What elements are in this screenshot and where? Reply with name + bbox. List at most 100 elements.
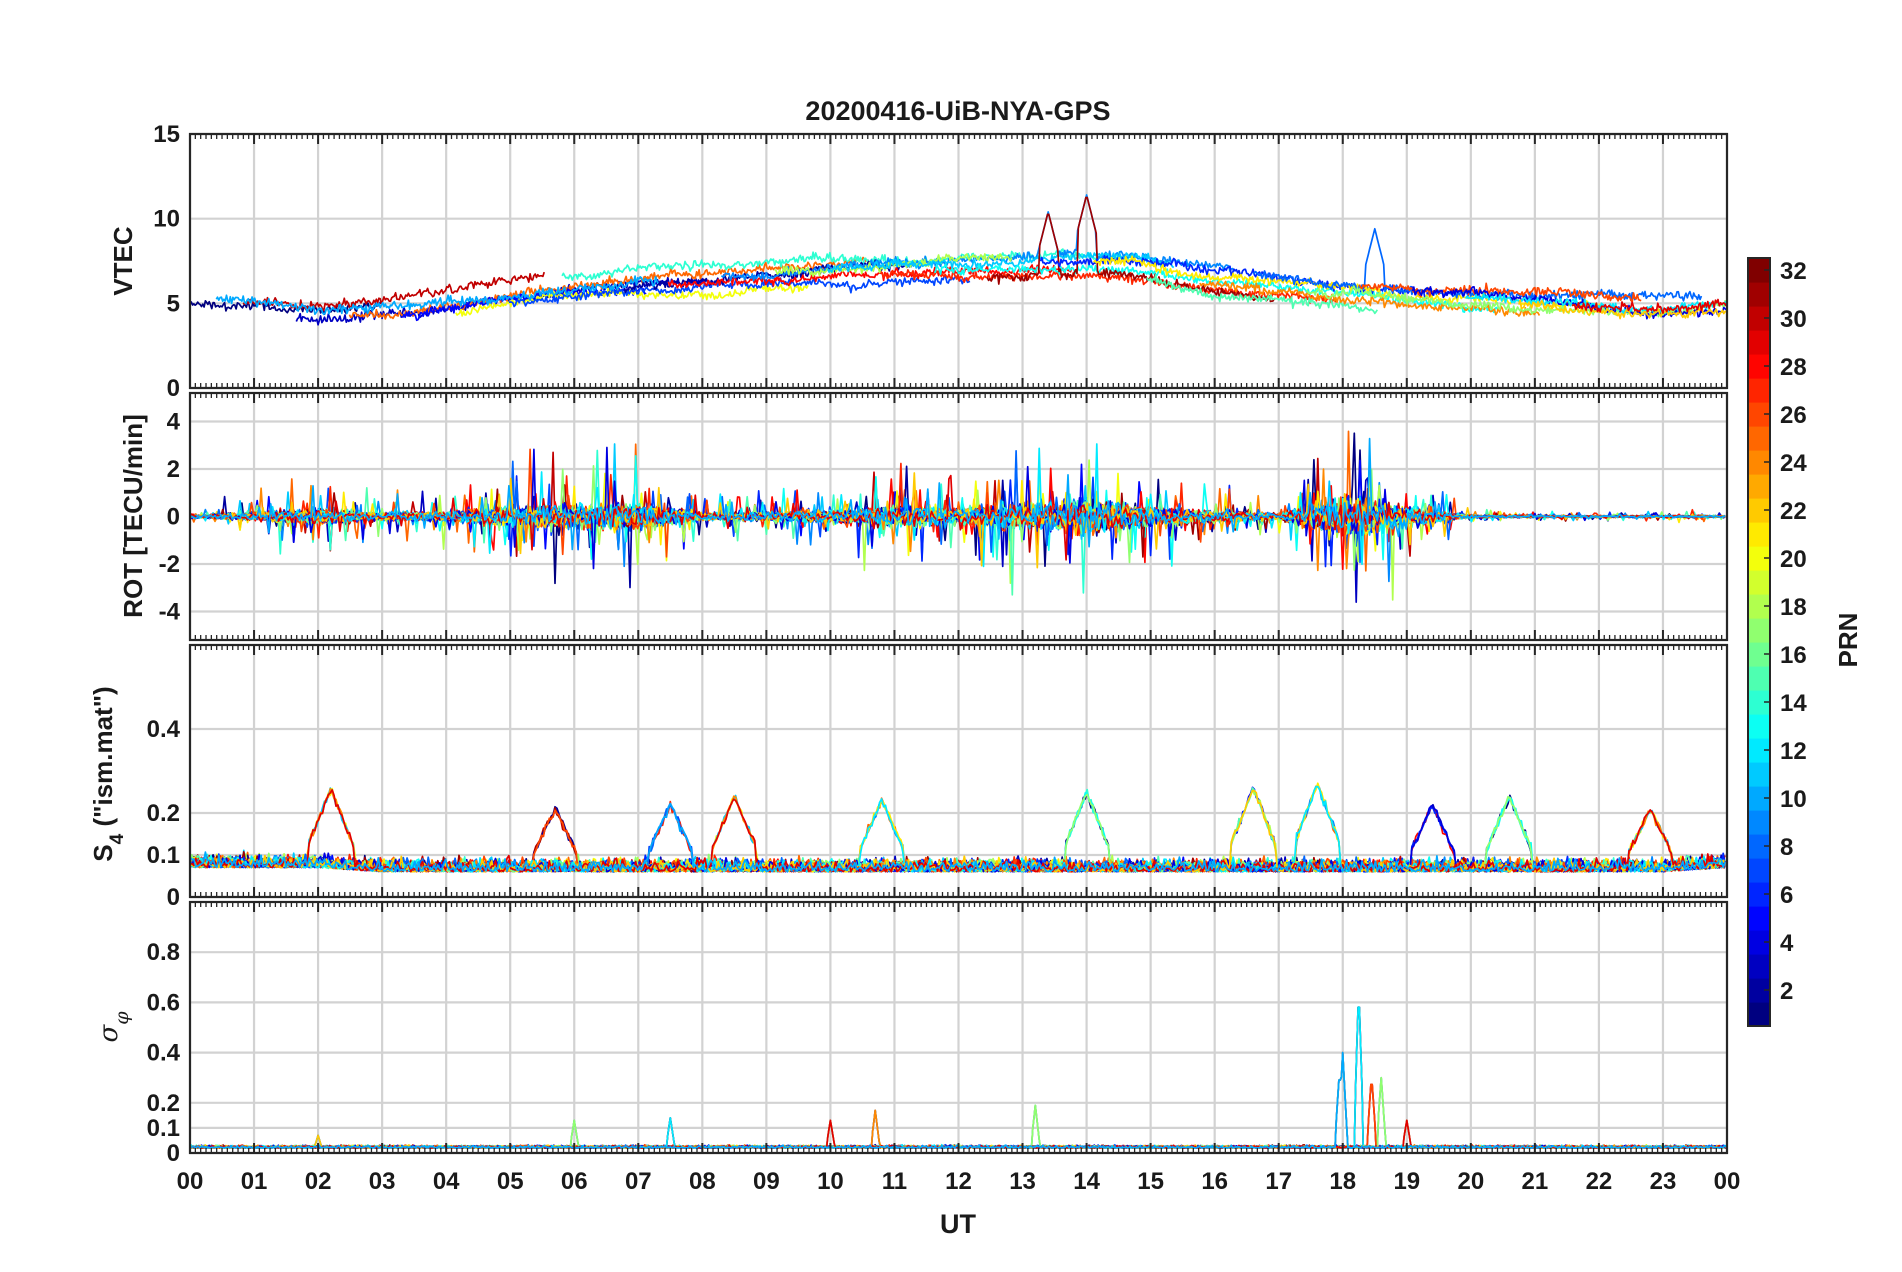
colorbar-frame [1747,257,1771,1027]
x-tick-label: 00 [1714,1168,1741,1195]
series-line-prn-10 [215,275,659,316]
colorbar-swatch [1748,450,1770,475]
colorbar-swatch [1748,306,1770,331]
colorbar-tick-label: 18 [1780,594,1807,621]
x-tick-label: 05 [497,1168,524,1195]
x-tick-label: 12 [945,1168,972,1195]
colorbar-swatch [1748,978,1770,1003]
colorbar-swatch [1748,858,1770,883]
colorbar-swatch [1748,954,1770,979]
colorbar-tick-label: 28 [1780,354,1807,381]
x-tick-label: 19 [1393,1168,1420,1195]
colorbar-swatch [1748,810,1770,835]
x-tick-label: 00 [177,1168,204,1195]
colorbar-swatch [1748,834,1770,859]
colorbar-swatch [1748,738,1770,763]
colorbar-swatch [1748,330,1770,355]
chart-title: 20200416-UiB-NYA-GPS [805,96,1110,126]
colorbar-swatch [1748,474,1770,499]
colorbar-tick-label: 10 [1780,786,1807,813]
series-line-prn-30 [242,271,546,312]
colorbar-tick-label: 16 [1780,642,1807,669]
colorbar-swatch [1748,354,1770,379]
colorbar-swatch [1748,258,1770,283]
y-tick-label: 4 [167,409,181,436]
series-line-prn-22 [1518,299,1727,320]
x-tick-label: 14 [1073,1168,1100,1195]
y-tick-label: 5 [167,290,180,317]
y-tick-label: 2 [167,456,180,483]
colorbar-swatch [1748,690,1770,715]
panel-vtec: 0 5 10 15 [153,121,1729,402]
colorbar-tick-label: 20 [1780,546,1807,573]
series-line-prn-10 [190,802,1726,873]
y-tick-label: 10 [153,206,180,233]
colorbar-tick-label: 12 [1780,738,1807,765]
y-tick-label: 0 [167,884,180,911]
colorbar-swatch [1748,618,1770,643]
x-tick-label: 15 [1137,1168,1164,1195]
x-tick-label: 07 [625,1168,652,1195]
colorbar-swatch [1748,546,1770,571]
colorbar-label: PRN [1833,613,1863,668]
series-line-prn-10 [190,437,1726,551]
x-tick-label: 23 [1650,1168,1677,1195]
series-line-prn-20 [455,283,809,317]
y-tick-label: 0.1 [147,842,180,869]
colorbar-tick-label: 8 [1780,834,1793,861]
colorbar-tick-label: 14 [1780,690,1807,717]
x-axis-label: UT [940,1209,976,1239]
colorbar-swatch [1748,426,1770,451]
colorbar-tick-label: 30 [1780,306,1807,333]
y-tick-label: 0 [167,504,180,531]
series-line-prn-29 [1571,298,1727,314]
colorbar-swatch [1748,594,1770,619]
series-line-prn-28 [667,264,1073,289]
x-tick-label: 18 [1329,1168,1356,1195]
colorbar-swatch [1748,378,1770,403]
colorbar-swatch [1748,570,1770,595]
y-tick-label: 0.8 [147,939,180,966]
colorbar-swatch [1748,282,1770,307]
x-tick-label: 03 [369,1168,396,1195]
x-tick-label: 11 [882,1168,907,1195]
series-line-prn-11 [827,252,1175,273]
x-tick-label: 21 [1522,1168,1549,1195]
x-tick-label: 10 [817,1168,844,1195]
colorbar-tick-label: 26 [1780,402,1807,429]
x-tick-label: 09 [753,1168,780,1195]
colorbar-swatch [1748,498,1770,523]
panel-rot: -4 -2 0 2 4 [159,391,1729,642]
colorbar-tick-label: 32 [1780,258,1807,285]
colorbar-tick-label: 24 [1780,450,1807,477]
y-tick-label: -2 [159,551,180,578]
y-tick-label: 0.4 [147,716,181,743]
series-group [190,782,1726,873]
y-axis-label-rot: ROT [TECU/min] [118,414,148,618]
y-tick-label: 0.2 [147,800,180,827]
colorbar-swatch [1748,522,1770,547]
colorbar-swatch [1748,666,1770,691]
colorbar-swatch [1748,762,1770,787]
colorbar-tick-label: 4 [1780,930,1794,957]
x-tick-label: 08 [689,1168,716,1195]
series-line-prn-29 [190,789,1726,873]
y-tick-label: 0.1 [147,1115,180,1142]
x-tick-label: 22 [1586,1168,1613,1195]
colorbar-tick-label: 22 [1780,498,1807,525]
y-tick-label: 15 [153,121,180,148]
colorbar-swatch [1748,402,1770,427]
series-group [190,194,1727,326]
panel-s4: 0 0.1 0.2 0.4 [147,643,1729,911]
y-tick-label: 0.4 [147,1040,181,1067]
colorbar-tick-label: 2 [1780,978,1793,1005]
y-tick-label: -4 [159,599,181,626]
colorbar-swatch [1748,714,1770,739]
y-tick-label: 0 [167,375,180,402]
series-line-prn-31 [986,196,1276,303]
series-group [190,430,1726,603]
panel-sigma_phi: 00.10.2 0.4 0.6 0.8 [147,900,1729,1167]
